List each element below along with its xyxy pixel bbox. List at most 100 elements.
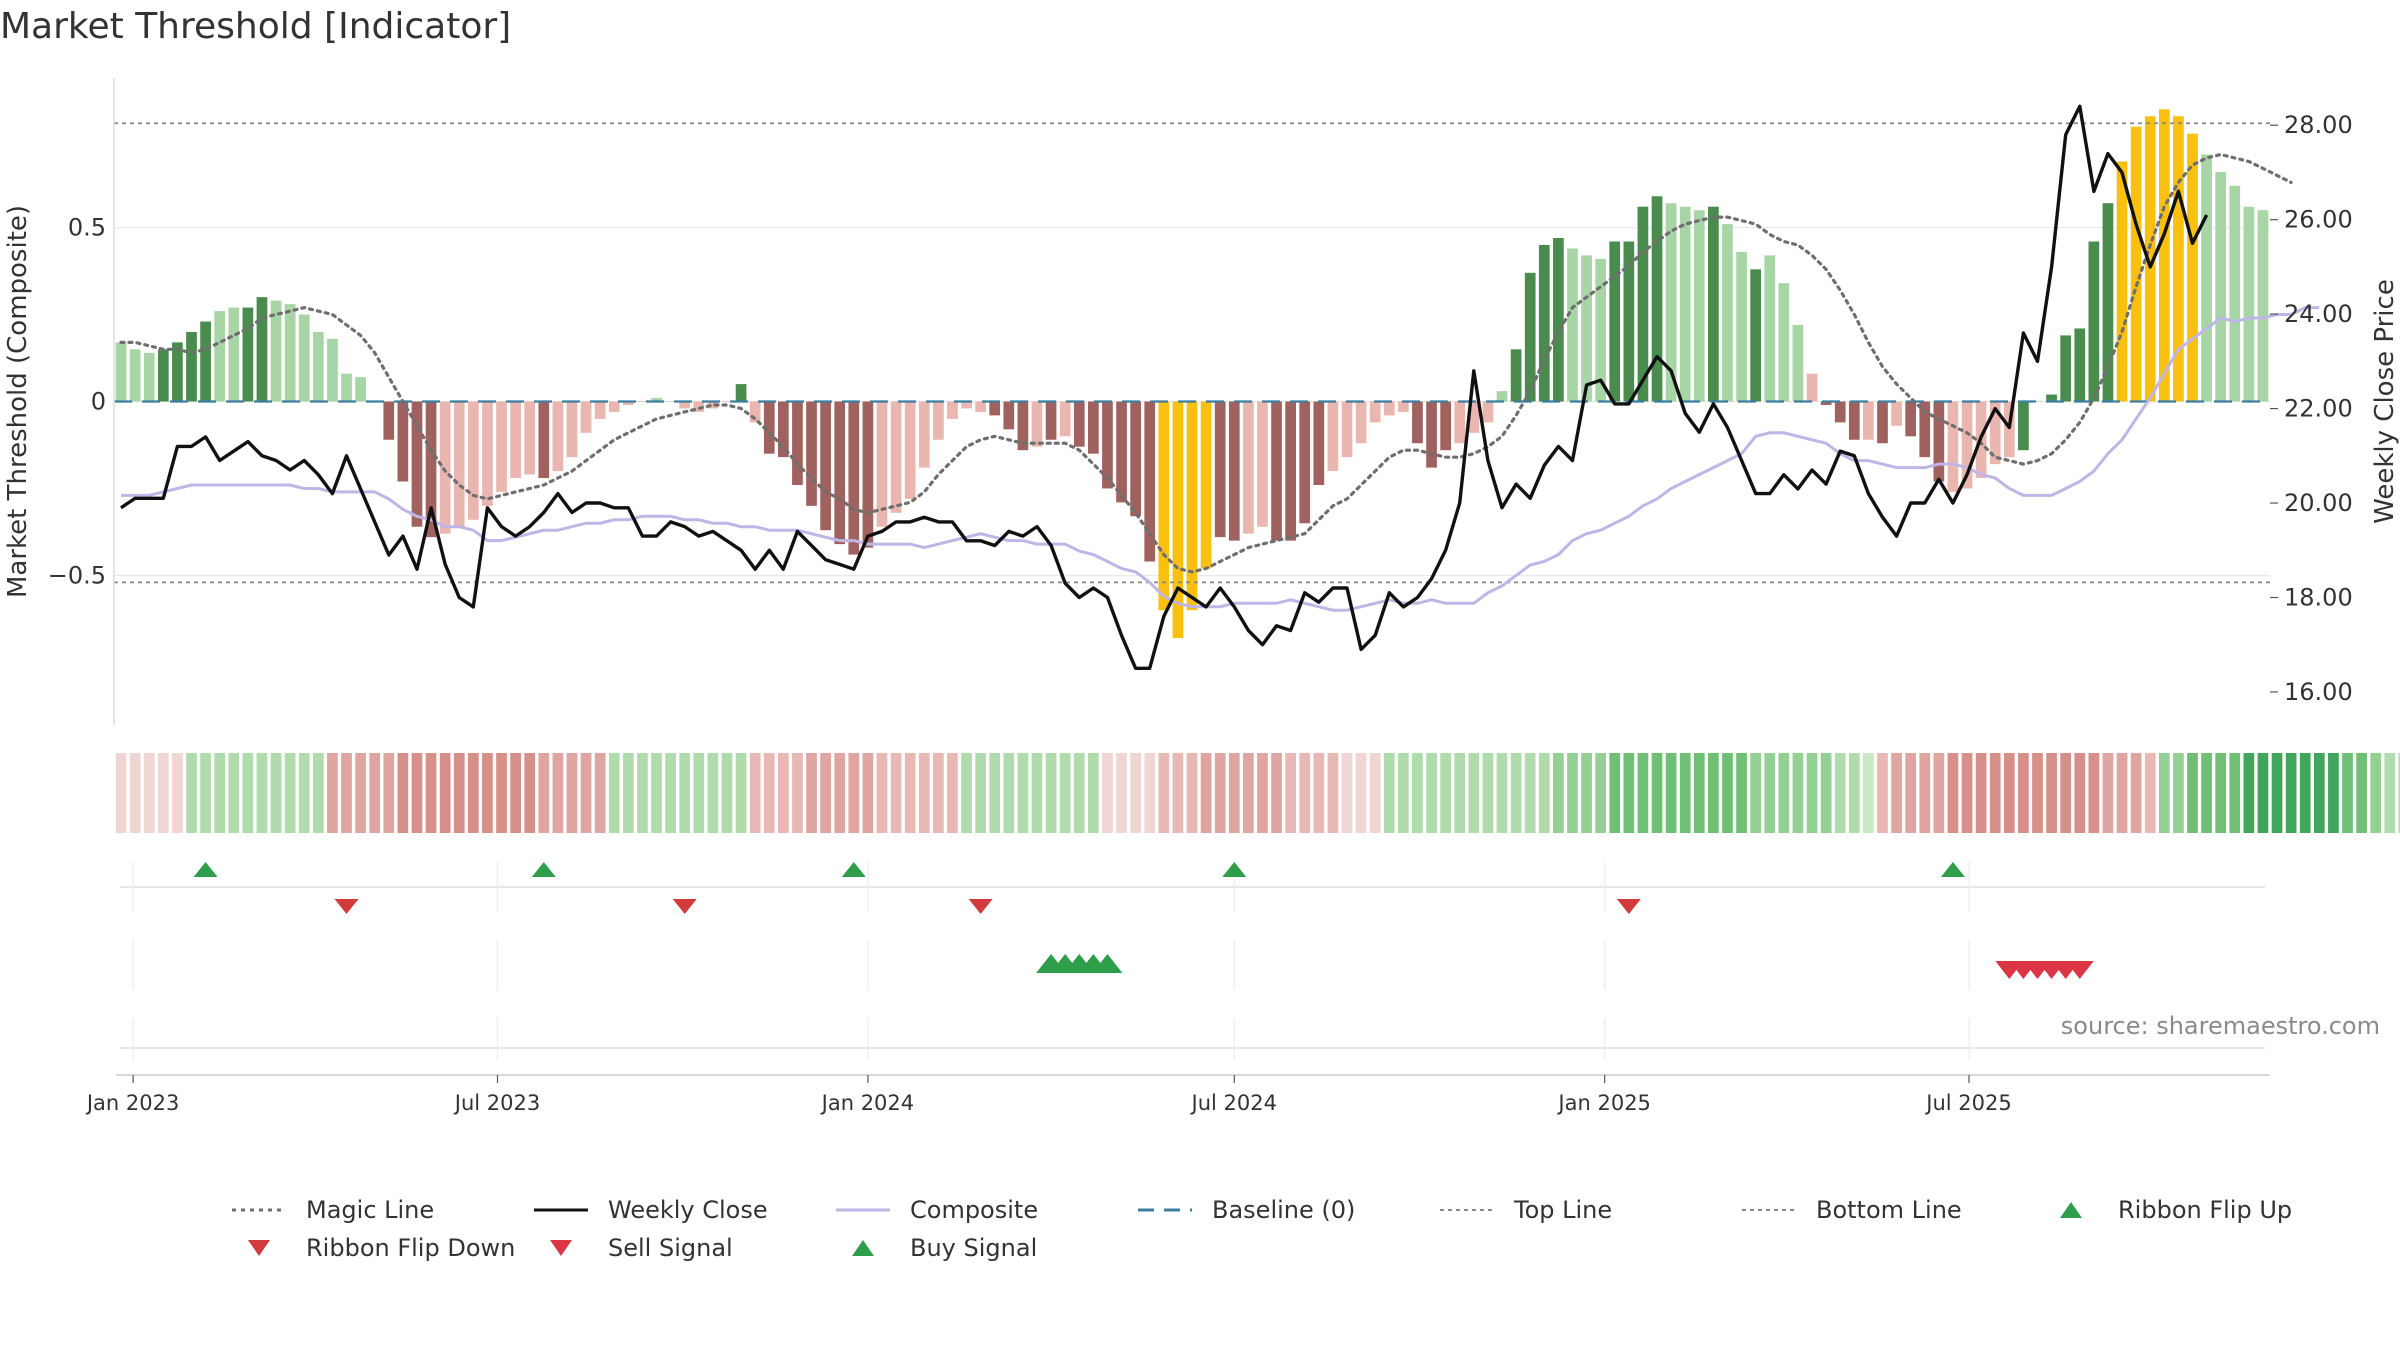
- ribbon-cell: [622, 753, 634, 833]
- composite-bar: [1806, 373, 1818, 402]
- ribbon-cell: [749, 753, 761, 833]
- composite-bar: [749, 401, 761, 423]
- ribbon-cell: [580, 753, 592, 833]
- composite-bars: [115, 109, 2269, 639]
- x-tick-label: Jul 2025: [1924, 1091, 2011, 1115]
- ribbon-cell: [1806, 753, 1818, 833]
- ribbon-cell: [397, 753, 409, 833]
- ribbon-cell: [1031, 753, 1043, 833]
- ribbon-cell: [214, 753, 226, 833]
- composite-bar: [1285, 401, 1296, 541]
- ribbon-cell: [918, 753, 930, 833]
- composite-bar: [693, 401, 705, 412]
- composite-bar: [1863, 401, 1874, 440]
- composite-bar: [200, 321, 211, 402]
- ribbon-cell: [2158, 753, 2170, 833]
- composite-bar: [1398, 401, 1409, 412]
- ribbon-cell: [1243, 753, 1254, 833]
- composite-bar: [1567, 248, 1578, 402]
- ribbon-cell: [2102, 753, 2114, 833]
- composite-bar: [1834, 401, 1846, 423]
- composite-bar: [552, 401, 564, 472]
- composite-bar: [1200, 401, 1212, 569]
- composite-bar: [157, 349, 169, 402]
- ribbon-cell: [1538, 753, 1550, 833]
- ribbon-cell: [1116, 753, 1127, 833]
- chart-title: Market Threshold [Indicator]: [0, 6, 512, 47]
- composite-bar: [2003, 401, 2015, 458]
- ribbon-cell: [1778, 753, 1790, 833]
- composite-bar: [1553, 238, 1564, 402]
- composite-bar: [1905, 401, 1917, 437]
- ribbon-cell: [1708, 753, 1719, 833]
- composite-bar: [1623, 241, 1635, 402]
- composite-bar: [341, 373, 352, 402]
- legend-label: Ribbon Flip Down: [306, 1234, 516, 1262]
- ribbon-cell: [1792, 753, 1804, 833]
- ribbon-cell: [2201, 753, 2212, 833]
- ribbon-cell: [1665, 753, 1677, 833]
- x-tick-label: Jan 2025: [1556, 1091, 1651, 1115]
- composite-bar: [482, 401, 493, 506]
- composite-bar: [721, 401, 733, 402]
- ribbon-cell: [1496, 753, 1508, 833]
- y-right-tick-label: 16.00: [2284, 678, 2353, 706]
- ribbon-cell: [763, 753, 775, 833]
- composite-bar: [1059, 401, 1071, 437]
- ribbon-cell: [975, 753, 986, 833]
- ribbon-cell: [2342, 753, 2353, 833]
- composite-bar: [2229, 185, 2241, 402]
- x-axis: Jan 2023 Jul 2023 Jan 2024 Jul 2024 Jan 2025…: [85, 1075, 2012, 1115]
- y-left-axis-label: Market Threshold (Composite): [3, 205, 33, 598]
- composite-bar: [2088, 241, 2100, 402]
- composite-bar: [524, 401, 536, 475]
- composite-bar: [453, 401, 465, 527]
- ribbon-cell: [1313, 753, 1325, 833]
- ribbon-cell: [510, 753, 521, 833]
- composite-bar: [1341, 401, 1353, 458]
- legend-swatch-mark: [852, 1240, 874, 1256]
- ribbon-cell: [792, 753, 803, 833]
- composite-bar: [1510, 349, 1522, 402]
- composite-bar: [1961, 401, 1973, 489]
- composite-bar: [1750, 269, 1762, 402]
- composite-bar: [1045, 401, 1057, 440]
- composite-bar: [439, 401, 451, 534]
- composite-bar: [651, 398, 662, 402]
- composite-bar: [256, 297, 268, 402]
- composite-bar: [1820, 401, 1832, 405]
- composite-bar: [1073, 401, 1085, 447]
- ribbon-cell: [115, 753, 127, 833]
- composite-bar: [397, 401, 409, 482]
- composite-bar: [1595, 258, 1607, 402]
- composite-bar: [143, 352, 155, 402]
- ribbon-cell: [876, 753, 888, 833]
- ribbon-cell: [947, 753, 958, 833]
- ribbon-cell: [2144, 753, 2156, 833]
- ribbon-cell: [411, 753, 423, 833]
- composite-bar: [2032, 401, 2043, 402]
- ribbon-cell: [186, 753, 197, 833]
- ribbon-cell: [2229, 753, 2241, 833]
- legend-swatch-mark: [550, 1240, 572, 1256]
- ribbon-cell: [1341, 753, 1353, 833]
- ribbon-cell: [1834, 753, 1846, 833]
- composite-bar: [1848, 401, 1860, 440]
- composite-bar: [707, 401, 719, 409]
- composite-bar: [2116, 161, 2128, 402]
- composite-bar: [1933, 401, 1945, 482]
- ribbon-cell: [1623, 753, 1635, 833]
- ribbon-cell: [806, 753, 817, 833]
- composite-bar: [2144, 116, 2156, 402]
- ribbon-cell: [721, 753, 733, 833]
- legend-swatch: [248, 1240, 270, 1256]
- line-layer: [114, 104, 2320, 670]
- ribbon-cell: [1214, 753, 1226, 833]
- composite-bar: [848, 401, 860, 555]
- ribbon-cell: [2187, 753, 2198, 833]
- legend-label: Bottom Line: [1816, 1196, 1962, 1224]
- ribbon-cell: [425, 753, 437, 833]
- composite-bar: [1693, 210, 1705, 402]
- composite-bar: [1299, 401, 1311, 524]
